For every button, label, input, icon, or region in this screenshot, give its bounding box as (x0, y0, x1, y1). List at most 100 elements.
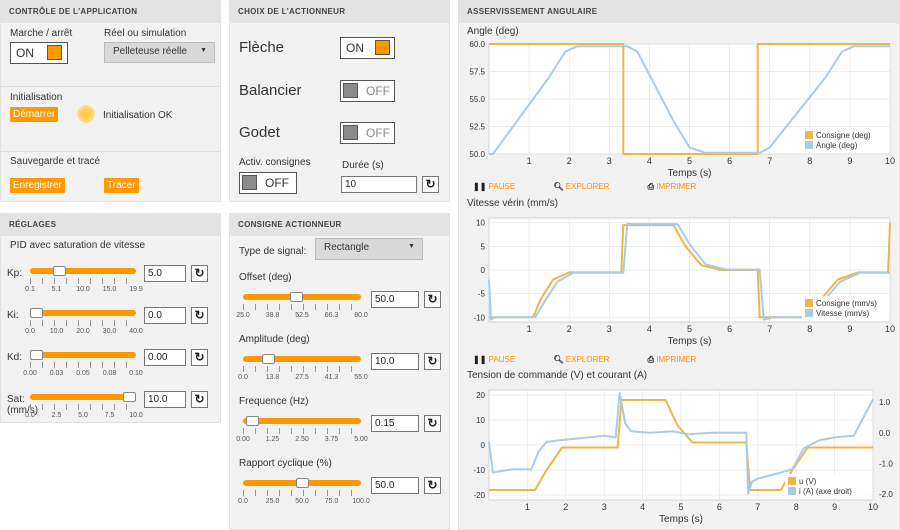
init-status-led-icon (77, 105, 95, 123)
consigne-param-input[interactable]: 50.0 (371, 291, 419, 308)
reglages-slider-track[interactable] (30, 394, 136, 400)
series-line-0 (489, 222, 891, 319)
pause-button[interactable]: ❚❚ PAUSE (473, 355, 533, 364)
divider (1, 86, 220, 87)
reglages-slider-handle[interactable] (53, 266, 67, 276)
chart-angle[interactable]: 1 2 3 4 5 6 7 8 9 10 50.0 52.5 55.0 57.5 60.0 Temps (s)… (459, 37, 900, 180)
slider-tick-label: 5.0 (78, 412, 88, 419)
y-tick-label: 0 (481, 441, 486, 450)
slider-tick-label: 0.08 (102, 370, 117, 377)
reset-icon[interactable]: ↻ (424, 291, 441, 308)
fleche-toggle[interactable]: ON (340, 37, 395, 59)
panel-controle-title: CONTRÔLE DE L'APPLICATION (1, 1, 220, 23)
reglages-param-input[interactable]: 0.0 (144, 307, 186, 324)
consigne-slider-ticks (243, 304, 362, 310)
consigne-param-input[interactable]: 10.0 (371, 353, 419, 370)
panel-choix-title: CHOIX DE L'ACTIONNEUR (230, 1, 449, 23)
x-tick-label: 3 (602, 502, 607, 512)
legend-entry: Vitesse (mm/s) (816, 309, 870, 318)
reset-icon[interactable]: ↻ (424, 415, 441, 432)
legend-box (802, 296, 888, 320)
pause-label: PAUSE (488, 182, 516, 191)
reel-select-value: Pelleteuse réelle (113, 46, 187, 57)
type-select[interactable]: Rectangle ▼ (315, 238, 423, 260)
consigne-slider-handle[interactable] (246, 416, 260, 426)
consigne-slider-handle[interactable] (290, 292, 304, 302)
reglages-slider-track[interactable] (30, 310, 136, 316)
reset-icon[interactable]: ↻ (191, 391, 208, 408)
consigne-slider-ticks (243, 366, 362, 372)
reglages-param-input[interactable]: 5.0 (144, 265, 186, 282)
godet-toggle-text: OFF (366, 126, 390, 140)
imprimer-button[interactable]: ⎙ IMPRIMER (648, 182, 715, 191)
reset-icon[interactable]: ↻ (424, 477, 441, 494)
fleche-toggle-text: ON (346, 41, 364, 55)
series-line-1 (489, 45, 890, 155)
slider-tick-label: 0.00 (23, 370, 37, 377)
legend-swatch (805, 131, 813, 139)
x-tick-label: 9 (832, 502, 837, 512)
slider-tick-label: 27.5 (295, 374, 309, 381)
consigne-param-label: Amplitude (deg) (239, 334, 310, 345)
slider-tick-label: 0.05 (76, 370, 90, 377)
consigne-slider-handle[interactable] (261, 354, 275, 364)
x-tick-label: 4 (640, 502, 645, 512)
consigne-slider-track[interactable] (243, 356, 361, 362)
reglages-param-label: Kd: (7, 352, 23, 363)
reglages-slider-handle[interactable] (30, 308, 43, 318)
godet-toggle[interactable]: OFF (340, 122, 395, 144)
reglages-slider-ticks (30, 320, 137, 326)
consigne-param-input[interactable]: 0.15 (371, 415, 419, 432)
imprimer-button[interactable]: ⎙ IMPRIMER (648, 355, 715, 364)
reset-icon[interactable]: ↻ (424, 353, 441, 370)
activ-toggle-knob (242, 175, 257, 190)
balancier-toggle[interactable]: OFF (340, 80, 395, 102)
slider-tick-label: 0.0 (25, 412, 35, 419)
pause-button[interactable]: ❚❚ PAUSE (473, 182, 533, 191)
slider-tick-label: 0.00 (236, 436, 250, 443)
x-tick-label: 9 (847, 324, 852, 334)
demarrer-button[interactable]: Démarrer (10, 107, 59, 122)
explorer-button[interactable]: 🔍︎ EXPLORER (553, 355, 627, 364)
reglages-slider-handle[interactable] (30, 350, 43, 360)
x-tick-label: 5 (678, 502, 683, 512)
init-label: Initialisation (10, 92, 63, 103)
duree-input[interactable]: 10 (341, 176, 417, 193)
explorer-button[interactable]: 🔍︎ EXPLORER (553, 182, 627, 191)
godet-toggle-knob (343, 125, 358, 140)
reglages-param-label: Sat: (7, 394, 25, 405)
chart-tension[interactable]: 1 2 3 4 5 6 7 8 9 10 -20 -10 0 10 20 -2.0 -1.0 0.0 1.0 Temp… (459, 382, 900, 527)
chart-vitesse[interactable]: 1 2 3 4 5 6 7 8 9 10 -10 -5 0 5 10 Temps (s) Consigne (m… (459, 210, 900, 353)
duree-reset-icon[interactable]: ↻ (422, 176, 439, 193)
tracer-button[interactable]: Tracer (104, 178, 139, 193)
x-tick-label: 5 (687, 156, 692, 166)
activ-toggle[interactable]: OFF (239, 172, 297, 194)
enregistrer-button[interactable]: Enregistrer (10, 178, 65, 193)
reset-icon[interactable]: ↻ (191, 349, 208, 366)
reglages-param-label: Kp: (7, 268, 23, 279)
reglages-param-input[interactable]: 0.00 (144, 349, 186, 366)
reglages-slider-handle[interactable] (123, 392, 136, 402)
consigne-param-input[interactable]: 50.0 (371, 477, 419, 494)
activ-label: Activ. consignes (239, 157, 311, 168)
marche-toggle[interactable]: ON (10, 42, 68, 64)
reset-icon[interactable]: ↻ (191, 307, 208, 324)
x-axis-label: Temps (s) (668, 168, 712, 179)
reglages-slider-track[interactable] (30, 352, 136, 358)
consigne-slider-track[interactable] (243, 418, 361, 424)
reglages-slider-track[interactable] (30, 268, 136, 274)
chart-vitesse-tools: ❚❚ PAUSE 🔍︎ EXPLORER ⎙ IMPRIMER (473, 355, 732, 365)
consigne-slider-handle[interactable] (295, 478, 309, 488)
reel-select[interactable]: Pelleteuse réelle ▼ (104, 42, 215, 63)
pause-icon: ❚❚ (473, 355, 487, 364)
x-tick-label: 1 (525, 502, 530, 512)
y-tick-label: 52.5 (469, 123, 485, 132)
legend-entry: Angle (deg) (816, 141, 858, 150)
pause-label: PAUSE (488, 355, 516, 364)
reglages-param-input[interactable]: 10.0 (144, 391, 186, 408)
slider-tick-label: 20.0 (76, 328, 90, 335)
legend-entry: Consigne (deg) (816, 131, 871, 140)
slider-tick-label: 0.03 (49, 370, 64, 377)
reset-icon[interactable]: ↻ (191, 265, 208, 282)
series-line-1 (488, 392, 874, 495)
